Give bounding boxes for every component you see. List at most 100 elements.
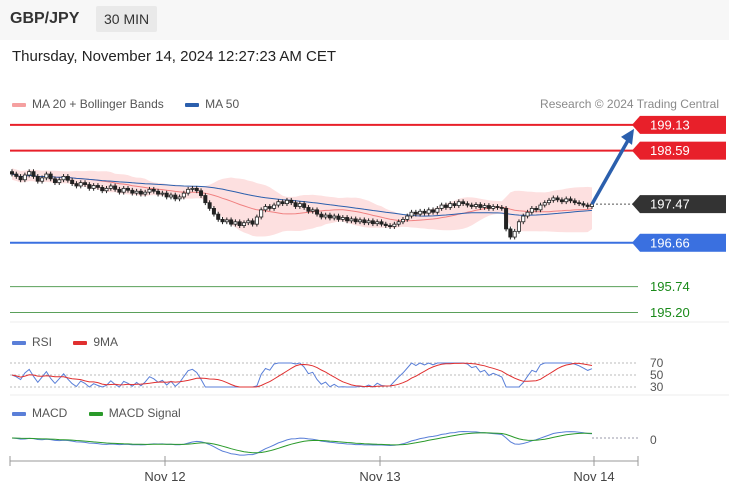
macd-signal-line (11, 432, 593, 454)
candle-body (87, 184, 92, 189)
candle-body (104, 187, 109, 192)
candle-body (431, 209, 436, 213)
candle-body (297, 203, 302, 207)
candle-body (173, 194, 178, 200)
x-tick-label-1: Nov 13 (359, 469, 400, 484)
candle-body (95, 185, 100, 188)
candle-body (241, 222, 246, 226)
candle-body (224, 219, 229, 223)
legend-item-macd[interactable]: MACD (12, 406, 67, 420)
timeframe-button[interactable]: 30 MIN (96, 6, 158, 32)
candle-body (100, 187, 105, 192)
candle-body (443, 204, 448, 208)
candle-body (177, 196, 182, 200)
candle-body (327, 214, 332, 219)
candle-body (495, 206, 500, 208)
ma50-line (11, 173, 593, 217)
candle-body (529, 208, 534, 213)
candle-body (478, 204, 483, 208)
candle-body (254, 216, 259, 225)
candle-body (362, 219, 367, 224)
legend-item-rsi[interactable]: RSI (12, 335, 52, 349)
candle-body (250, 220, 255, 225)
candle-body (57, 179, 62, 184)
candle-body (577, 202, 582, 205)
level-label-arrow (632, 115, 640, 134)
candle-body (276, 201, 281, 206)
candle-body (392, 223, 397, 227)
level-label-4: 195.74 (650, 279, 690, 294)
legend-label-macd-signal: MACD Signal (108, 406, 181, 420)
candle-body (143, 191, 148, 195)
candle-body (229, 219, 234, 225)
candle-body (413, 211, 418, 215)
candle-body (91, 185, 96, 189)
candle-body (409, 211, 414, 217)
candle-body (272, 204, 277, 209)
candle-body (491, 206, 496, 209)
candle-body (194, 187, 199, 192)
forecast-arrow-head (621, 128, 634, 145)
rsi-level-label: 70 (650, 356, 664, 370)
candle-body (259, 209, 264, 218)
level-label-2: 197.47 (650, 197, 690, 212)
candle-body (542, 202, 547, 206)
macd-line (11, 430, 593, 456)
candle-body (400, 218, 405, 223)
candle-body (512, 230, 517, 238)
candle-body (456, 201, 461, 206)
candle-body (78, 182, 83, 187)
level-label-1: 198.59 (650, 143, 690, 158)
candle-body (263, 206, 268, 211)
rsi-swatch (12, 340, 26, 345)
rsi-legend: RSI 9MA (12, 335, 136, 349)
candle-body (461, 201, 466, 205)
candle-body (353, 218, 358, 223)
rsi-ma-line (11, 362, 593, 388)
candle-body (375, 221, 380, 225)
candle-body (302, 203, 307, 208)
candle-body (559, 199, 564, 203)
legend-item-9ma[interactable]: 9MA (73, 335, 118, 349)
candle-body (452, 203, 457, 206)
legend-item-macd-signal[interactable]: MACD Signal (88, 406, 181, 420)
candle-body (383, 223, 388, 226)
candle-body (585, 204, 590, 207)
candle-body (581, 203, 586, 206)
legend-label-9ma: 9MA (93, 335, 119, 349)
candle-body (237, 221, 242, 226)
x-tick-label-2: Nov 14 (573, 469, 614, 484)
legend-item-ma20[interactable]: MA 20 + Bollinger Bands (12, 97, 164, 111)
candle-body (138, 190, 143, 195)
legend-label-ma50: MA 50 (205, 97, 240, 111)
macd-swatch (12, 411, 26, 416)
candle-body (40, 177, 45, 182)
candle-body (534, 208, 539, 211)
candle-body (405, 215, 410, 220)
candle-body (538, 204, 543, 211)
legend-item-ma50[interactable]: MA 50 (185, 97, 239, 111)
candle-body (168, 194, 173, 198)
candle-body (521, 215, 526, 223)
candle-body (473, 204, 478, 207)
candle-body (366, 220, 371, 224)
legend-label-rsi: RSI (32, 335, 53, 349)
candle-body (422, 210, 427, 214)
candle-body (151, 188, 156, 192)
candle-body (113, 185, 118, 190)
candle-body (388, 225, 393, 227)
candle-body (516, 221, 521, 232)
candle-body (315, 209, 320, 215)
rsi-level-label: 50 (650, 368, 664, 382)
candle-body (233, 221, 238, 225)
candle-body (508, 228, 513, 238)
level-label-box (640, 233, 726, 252)
candle-body (564, 198, 569, 203)
bollinger-band (12, 168, 592, 237)
candle-body (70, 179, 75, 184)
level-label-arrow (632, 233, 640, 252)
candle-body (426, 209, 431, 214)
candle-body (289, 199, 294, 204)
candle-body (147, 188, 152, 193)
